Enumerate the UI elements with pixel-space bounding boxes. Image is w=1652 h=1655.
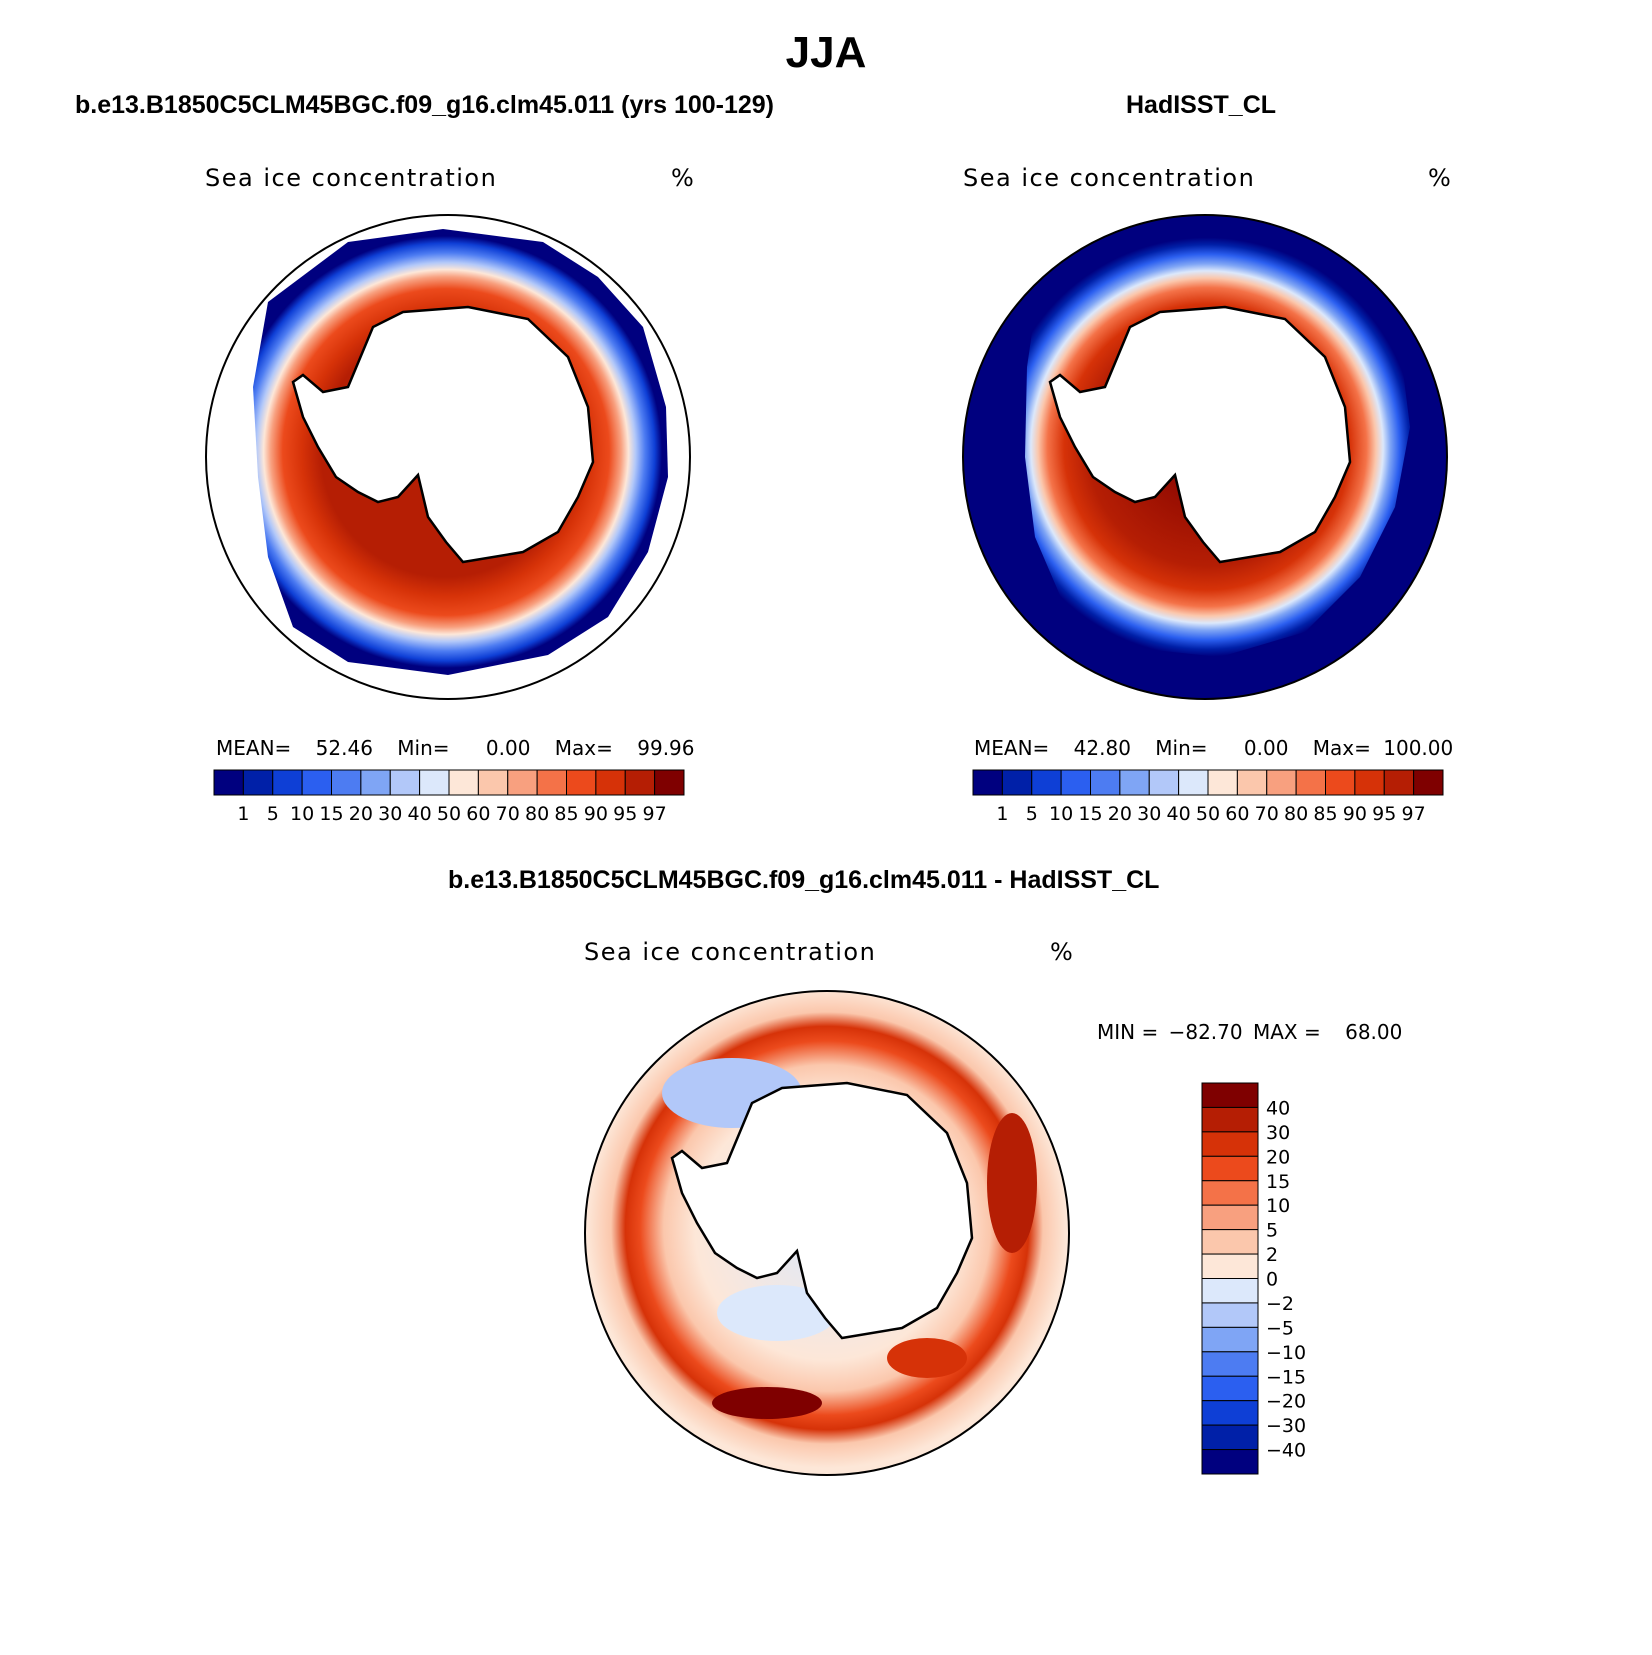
- panel-1-mean: 52.46: [315, 736, 373, 760]
- colorbar-panel-1-tick-label: 97: [643, 803, 667, 825]
- colorbar-panel-1-swatch: [213, 769, 244, 796]
- colorbar-panel-1-swatch: [419, 769, 450, 796]
- colorbar-panel-1-swatch: [360, 769, 391, 796]
- colorbar-panel-1-swatch: [624, 769, 656, 796]
- colorbar-panel-1-tick-label: 15: [319, 803, 343, 825]
- colorbar-panel-1-swatch: [595, 769, 626, 796]
- colorbar-panel-1-tick-label: 50: [437, 803, 461, 825]
- panel-2-title: HadISST_CL: [1126, 91, 1277, 119]
- colorbar-panel-1-swatch: [301, 769, 332, 796]
- colorbar-panel-1-tick-label: 1: [237, 803, 249, 825]
- colorbar-panel-1-swatch: [566, 769, 597, 796]
- map-panel-3: [584, 990, 1070, 1476]
- colorbar-panel-1-tick-label: 40: [408, 803, 432, 825]
- colorbar-panel-1-swatch: [654, 769, 685, 796]
- map-panel-1: [205, 214, 691, 700]
- panel-3-stats: MIN = −82.70 MAX = 68.00: [1097, 1020, 1402, 1044]
- panel-2-stats: MEAN= 42.80 Min= 0.00 Max= 100.00: [974, 736, 1453, 760]
- panel-3-max-label: MAX =: [1252, 1020, 1321, 1044]
- colorbar-panel-1-tick-label: 10: [290, 803, 314, 825]
- panel-2-variable-label: Sea ice concentration: [963, 164, 1256, 192]
- figure-title: JJA: [785, 28, 867, 77]
- panel-3-min: −82.70: [1168, 1020, 1243, 1044]
- panel-2-max-label: Max=: [1312, 736, 1371, 760]
- panel-1-min-label: Min=: [397, 736, 450, 760]
- panel-1-stats: MEAN= 52.46 Min= 0.00 Max= 99.96: [216, 736, 695, 760]
- colorbar-panel-1-tick-label: 30: [378, 803, 402, 825]
- colorbar-panel-1-swatch: [536, 769, 567, 796]
- colorbar-panel-1-swatch: [448, 769, 479, 796]
- panel-2-antarctica: [1048, 305, 1352, 564]
- panel-2-min: 0.00: [1243, 736, 1289, 760]
- panel-3-min-label: MIN =: [1097, 1020, 1159, 1044]
- panel-2-max: 100.00: [1383, 736, 1454, 760]
- colorbar-panel-1-swatch: [331, 769, 362, 796]
- panel-1-max: 99.96: [637, 736, 695, 760]
- colorbar-panel-1-swatch: [242, 769, 274, 796]
- panel-1-units: %: [671, 164, 696, 192]
- colorbar-panel-1-tick-label: 70: [496, 803, 520, 825]
- colorbar-panel-1-swatch: [477, 769, 509, 796]
- panel-3-title: b.e13.B1850C5CLM45BGC.f09_g16.clm45.011 …: [448, 866, 1160, 894]
- colorbar-panel-1-swatch: [272, 769, 303, 796]
- panel-3-positive-anomaly: [712, 1387, 822, 1419]
- colorbar-panel-1-tick-label: 80: [525, 803, 549, 825]
- panel-1-max-label: Max=: [554, 736, 613, 760]
- colorbar-panel-1-swatch: [389, 769, 421, 796]
- panel-3-max: 68.00: [1345, 1020, 1403, 1044]
- colorbar-panel-1-tick-label: 85: [554, 803, 578, 825]
- panel-1-title: b.e13.B1850C5CLM45BGC.f09_g16.clm45.011 …: [75, 91, 775, 119]
- colorbar-panel-1-swatch: [507, 769, 538, 796]
- colorbar-panel-1-tick-label: 60: [466, 803, 490, 825]
- panel-1-variable-label: Sea ice concentration: [205, 164, 498, 192]
- panel-1-antarctica: [291, 305, 595, 564]
- panel-1-min: 0.00: [485, 736, 531, 760]
- panel-2-mean-label: MEAN=: [974, 736, 1050, 760]
- colorbar-panel-1-tick-label: 5: [267, 803, 279, 825]
- panel-1-mean-label: MEAN=: [216, 736, 292, 760]
- panel-2-mean: 42.80: [1073, 736, 1131, 760]
- map-panel-2: [962, 214, 1448, 700]
- colorbar-panel-1-tick-label: 20: [349, 803, 373, 825]
- panel-3-units: %: [1050, 938, 1075, 966]
- panel-2-units: %: [1428, 164, 1453, 192]
- panel-2-min-label: Min=: [1155, 736, 1208, 760]
- panel-3-variable-label: Sea ice concentration: [584, 938, 877, 966]
- colorbar-panel-1-tick-label: 95: [613, 803, 637, 825]
- colorbar-panel-1-tick-label: 90: [584, 803, 608, 825]
- panel-3-antarctica: [670, 1081, 974, 1340]
